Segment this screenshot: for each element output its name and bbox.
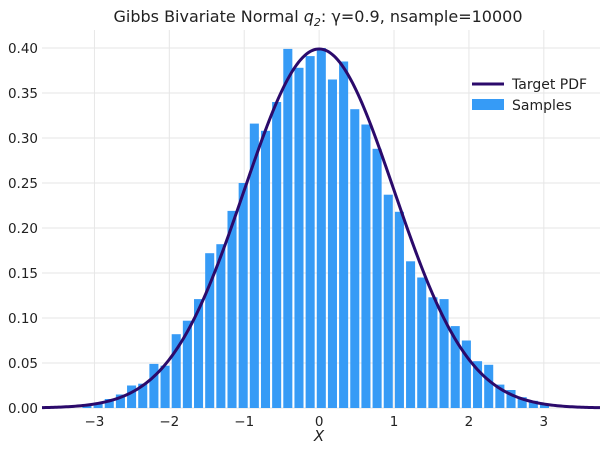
y-tick-label: 0.00 xyxy=(8,401,38,417)
y-tick-label: 0.35 xyxy=(8,86,38,102)
histogram-bar xyxy=(539,404,550,408)
y-axis-ticks: 0.00 0.05 0.10 0.15 0.20 0.25 0.30 0.35 0.40 xyxy=(8,41,38,417)
histogram-bar xyxy=(182,320,192,408)
y-tick-label: 0.40 xyxy=(8,41,38,57)
x-tick-label: 0 xyxy=(315,414,324,430)
target-pdf-line xyxy=(41,47,601,410)
histogram-bar xyxy=(127,385,137,408)
legend: Target PDF Samples xyxy=(472,77,587,114)
histogram-bar xyxy=(160,365,170,408)
histogram-bar xyxy=(283,48,293,409)
histogram-bar xyxy=(506,390,516,408)
x-axis-label: X xyxy=(313,427,325,445)
histogram-bar xyxy=(171,334,181,408)
x-tick-label: 2 xyxy=(465,414,474,430)
y-tick-label: 0.20 xyxy=(8,221,38,237)
y-tick-label: 0.15 xyxy=(8,266,38,282)
histogram-bar xyxy=(495,384,505,408)
histogram-bar xyxy=(372,148,382,409)
histogram-bar xyxy=(461,340,471,408)
chart-title-variable: q xyxy=(304,7,314,26)
histogram-bar xyxy=(406,261,416,408)
legend-swatch-samples xyxy=(472,99,504,110)
histogram-bar xyxy=(216,244,226,408)
histogram-bar xyxy=(238,183,248,408)
chart-title-prefix: Gibbs Bivariate Normal xyxy=(113,7,303,26)
x-tick-label: −3 xyxy=(84,414,104,430)
histogram-bar xyxy=(104,399,114,408)
histogram-bar xyxy=(394,211,404,408)
histogram-bar xyxy=(227,210,237,408)
legend-label-samples: Samples xyxy=(512,98,572,114)
histogram-bar xyxy=(260,130,271,409)
histogram-bar xyxy=(272,102,282,408)
histogram-bar xyxy=(305,56,315,408)
histogram-bar xyxy=(350,109,360,408)
histogram-bar xyxy=(484,364,494,408)
histogram-bar xyxy=(517,397,527,408)
histogram-bar xyxy=(361,124,371,408)
x-axis-ticks: −3 −2 −1 0 1 2 3 xyxy=(84,414,548,430)
histogram-bar xyxy=(450,326,460,408)
histogram-bars xyxy=(82,48,550,409)
y-tick-label: 0.25 xyxy=(8,176,38,192)
y-tick-label: 0.10 xyxy=(8,311,38,327)
histogram-bar xyxy=(249,123,259,408)
histogram-bar xyxy=(115,394,125,408)
histogram-bar xyxy=(93,402,103,408)
chart-title-subscript: 2 xyxy=(314,16,321,29)
histogram-bar xyxy=(383,194,393,408)
chart-title-suffix: : γ=0.9, nsample=10000 xyxy=(321,7,523,26)
histogram-bar xyxy=(149,363,159,408)
histogram-bar xyxy=(138,383,148,408)
y-tick-label: 0.30 xyxy=(8,131,38,147)
x-tick-label: 3 xyxy=(540,414,549,430)
y-tick-label: 0.05 xyxy=(8,356,38,372)
x-tick-label: −2 xyxy=(159,414,179,430)
histogram-bar xyxy=(205,253,215,408)
histogram-bar xyxy=(316,48,326,408)
histogram-bar xyxy=(294,67,304,409)
x-tick-label: −1 xyxy=(234,414,254,430)
histogram-bar xyxy=(82,405,92,408)
chart-title: Gibbs Bivariate Normal q2: γ=0.9, nsampl… xyxy=(113,7,522,29)
histogram-bar xyxy=(528,400,538,408)
x-tick-label: 1 xyxy=(390,414,399,430)
histogram-bar xyxy=(439,299,449,408)
histogram-bar xyxy=(473,361,483,408)
histogram-bar xyxy=(428,297,438,408)
histogram-bar xyxy=(194,299,204,408)
histogram-bar xyxy=(339,61,349,408)
histogram-bar xyxy=(417,277,427,408)
legend-label-target-pdf: Target PDF xyxy=(511,77,587,93)
histogram-bar xyxy=(327,79,337,408)
